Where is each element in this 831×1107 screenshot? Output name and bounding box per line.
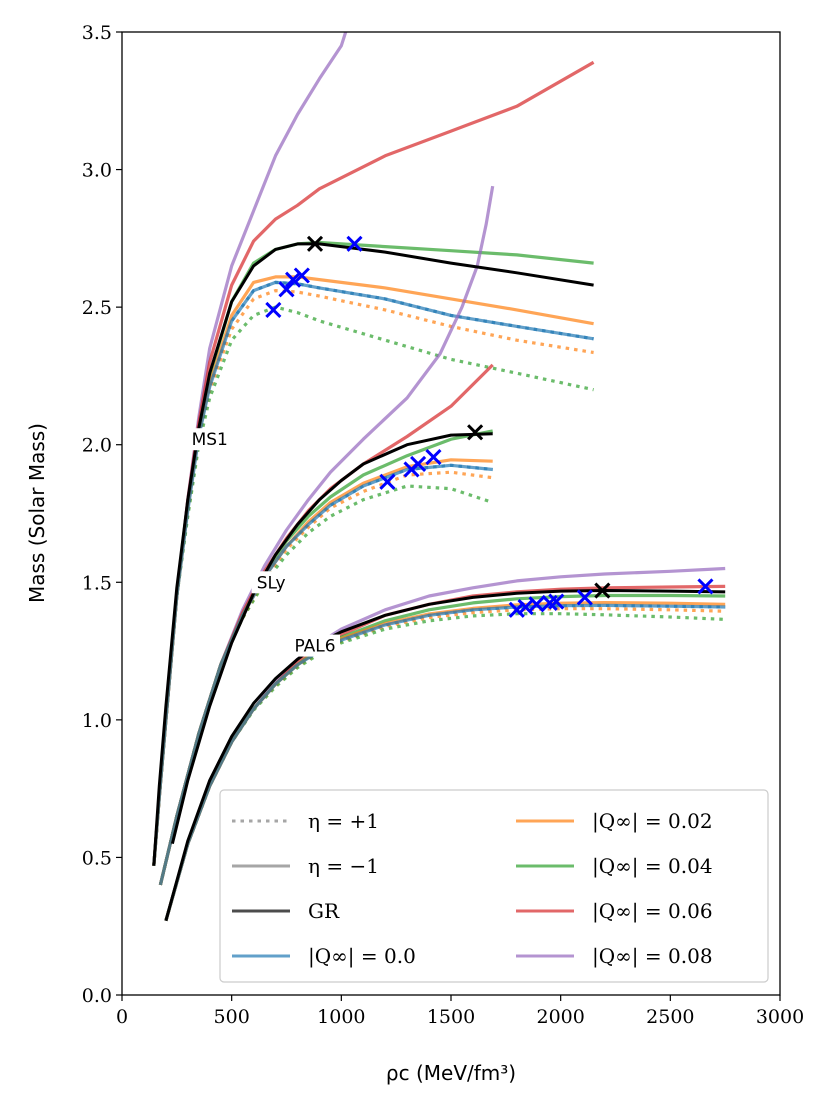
- legend-label: |Q∞| = 0.02: [592, 809, 713, 834]
- max-marker-ms1-q: [278, 281, 295, 298]
- max-marker-sly-q: [379, 473, 396, 490]
- max-marker-pal6-q: [576, 589, 593, 606]
- y-tick-label: 2.5: [82, 297, 112, 319]
- eos-label-sly: SLy: [251, 571, 291, 594]
- y-tick-label: 3.0: [82, 160, 112, 182]
- max-marker-sly-q: [403, 461, 420, 478]
- legend-label: |Q∞| = 0.06: [592, 899, 713, 924]
- curve-ms1-q-0-08-eta-minus: [152, 32, 348, 866]
- curve-ms1-q-0-02-eta-minus: [152, 275, 594, 866]
- legend-entry-7: |Q∞| = 0.06: [516, 899, 713, 924]
- max-marker-ms1-q: [265, 301, 282, 318]
- eos-label-box: [251, 571, 291, 594]
- y-tick-label: 0.5: [82, 847, 112, 869]
- markers-layer: [265, 235, 714, 618]
- y-axis-label: Mass (Solar Mass): [25, 423, 49, 603]
- legend-label: GR: [308, 899, 340, 923]
- eos-labels-layer: MS1 SLy PAL6: [190, 428, 341, 657]
- x-tick-label: 2000: [536, 1006, 584, 1028]
- eos-label-pal6: PAL6: [290, 634, 341, 657]
- y-tick-label: 3.5: [82, 22, 112, 44]
- legend-label: |Q∞| = 0.08: [592, 944, 713, 969]
- curve-sly-gr: [170, 432, 493, 845]
- x-tick-label: 1500: [427, 1006, 475, 1028]
- legend-entry-1: η = +1: [232, 809, 379, 833]
- legend-entry-3: GR: [232, 899, 340, 923]
- curve-ms1-q-0-0-eta-plus: [152, 280, 594, 866]
- curve-ms1-q-0-0-eta-minus: [152, 280, 594, 866]
- eos-label-box: [290, 634, 341, 657]
- max-marker-sly-gr: [467, 424, 484, 441]
- max-marker-pal6-q: [517, 598, 534, 616]
- x-tick-label: 500: [214, 1006, 250, 1028]
- curve-ms1-gr: [152, 242, 594, 866]
- curve-ms1-q-0-04-eta-plus: [152, 305, 594, 866]
- curve-sly-q-0-0-eta-minus: [158, 463, 493, 886]
- legend-label: η = −1: [308, 854, 379, 878]
- legend-label: |Q∞| = 0.04: [592, 854, 713, 879]
- y-tick-label: 2.0: [82, 435, 112, 457]
- y-tick-label: 1.5: [82, 572, 112, 594]
- curve-ms1-q-0-02-eta-plus: [152, 289, 594, 866]
- x-axis-label: ρc (MeV/fm³): [386, 1061, 516, 1085]
- legend-entry-2: η = −1: [232, 854, 379, 878]
- y-axis-ticks: 0.0 0.5 1.0 1.5 2.0 2.5 3.0 3.5: [82, 22, 122, 1007]
- curve-ms1-q-0-06-eta-minus: [152, 60, 595, 866]
- max-marker-ms1-gr: [306, 235, 324, 252]
- x-tick-label: 1000: [317, 1006, 365, 1028]
- max-marker-pal6-gr: [594, 582, 611, 599]
- legend-entry-5: |Q∞| = 0.02: [516, 809, 713, 834]
- legend-label: |Q∞| = 0.0: [308, 944, 416, 969]
- x-axis-ticks: 0 500 1000 1500 2000 2500 3000: [116, 995, 804, 1028]
- legend-entry-4: |Q∞| = 0.0: [232, 944, 416, 969]
- legend-entry-8: |Q∞| = 0.08: [516, 944, 713, 969]
- x-tick-label: 2500: [646, 1006, 694, 1028]
- curve-pal6-gr: [164, 589, 726, 922]
- eos-label-ms1: MS1: [190, 428, 230, 451]
- eos-label-text: PAL6: [294, 637, 335, 657]
- max-marker-pal6-q: [697, 578, 714, 595]
- legend-frame: [219, 789, 769, 983]
- max-marker-ms1-q: [293, 267, 310, 284]
- max-marker-ms1-q: [285, 271, 302, 288]
- max-marker-sly-q: [425, 449, 442, 466]
- max-marker-pal6-q: [508, 601, 525, 618]
- legend: η = +1 η = −1 GR |Q∞| = 0.0 |Q∞| = 0.02 |Q∞| …: [219, 789, 769, 983]
- curve-pal6-q-0-04-eta-plus: [164, 612, 726, 922]
- x-tick-label: 3000: [756, 1006, 804, 1028]
- eos-label-box: [190, 428, 230, 451]
- eos-label-text: SLy: [257, 573, 286, 593]
- legend-label: η = +1: [308, 809, 379, 833]
- y-tick-label: 1.0: [82, 710, 112, 732]
- x-tick-label: 0: [116, 1006, 128, 1028]
- eos-label-text: MS1: [192, 430, 228, 450]
- max-marker-pal6-q: [541, 594, 558, 611]
- max-marker-ms1-q: [346, 235, 363, 252]
- legend-entry-6: |Q∞| = 0.04: [516, 854, 713, 879]
- y-tick-label: 0.0: [82, 985, 112, 1007]
- curve-pal6-q-0-0-eta-minus: [164, 603, 726, 922]
- curves-layer: [152, 32, 726, 922]
